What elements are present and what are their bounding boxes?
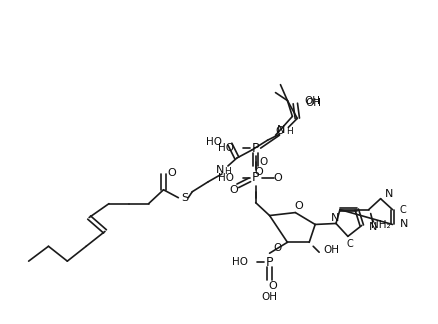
Text: O: O: [254, 167, 262, 177]
Text: OH: OH: [261, 292, 277, 302]
Text: O: O: [259, 157, 267, 167]
Text: O: O: [268, 281, 276, 291]
Text: O: O: [275, 126, 283, 136]
Text: OH: OH: [304, 96, 320, 106]
Text: P: P: [251, 171, 259, 184]
Text: HO: HO: [205, 137, 222, 147]
Text: N: N: [384, 189, 392, 199]
Text: O: O: [272, 173, 281, 183]
Text: C: C: [399, 204, 405, 214]
Text: OH: OH: [304, 98, 321, 108]
Text: H: H: [286, 127, 292, 136]
Text: N: N: [215, 165, 224, 175]
Text: P: P: [251, 142, 259, 155]
Text: P: P: [265, 256, 273, 269]
Text: N: N: [368, 223, 376, 232]
Text: HO: HO: [217, 173, 233, 183]
Text: O: O: [167, 168, 175, 178]
Text: N: N: [399, 219, 407, 229]
Text: N: N: [277, 125, 285, 135]
Text: OH: OH: [322, 245, 338, 255]
Text: O: O: [293, 201, 302, 211]
Text: NH₂: NH₂: [370, 220, 389, 230]
Text: H: H: [224, 168, 231, 176]
Text: N: N: [330, 213, 339, 223]
Text: C: C: [346, 239, 353, 249]
Text: HO: HO: [231, 257, 247, 267]
Text: HO: HO: [217, 143, 233, 153]
Text: S: S: [181, 193, 188, 203]
Text: O: O: [273, 243, 281, 253]
Text: O: O: [229, 185, 238, 195]
